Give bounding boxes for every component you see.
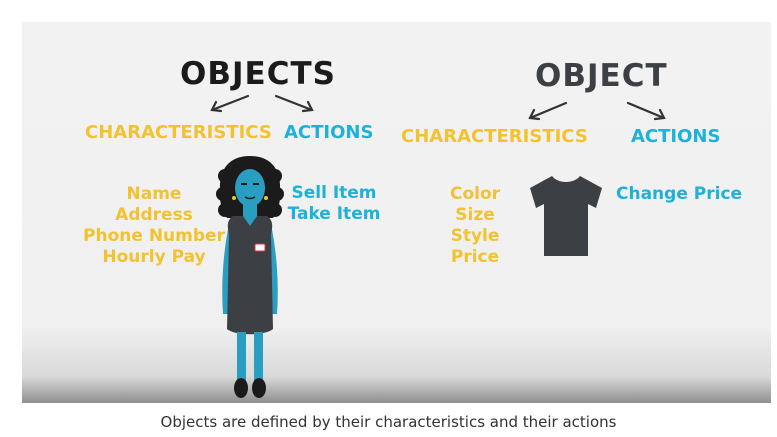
right-characteristics-list: Color Size Style Price [425, 184, 525, 268]
left-actions-list: Sell Item Take Item [284, 183, 384, 225]
arrow-to-actions-icon [274, 94, 314, 112]
list-item: Style [450, 226, 500, 246]
list-item: Change Price [616, 184, 743, 204]
arrow-to-actions-icon [626, 101, 666, 120]
list-item: Phone Number [83, 226, 225, 246]
arrow-to-characteristics-icon [528, 101, 568, 120]
list-item: Name [126, 184, 182, 204]
woman-employee-icon [216, 156, 284, 398]
list-item: Address [115, 205, 193, 225]
right-characteristics-label: CHARACTERISTICS [401, 126, 588, 147]
objects-title: OBJECTS [180, 56, 336, 92]
arrow-to-characteristics-icon [210, 94, 250, 112]
left-characteristics-label: CHARACTERISTICS [85, 122, 272, 143]
list-item: Sell Item [291, 183, 377, 203]
tshirt-icon [530, 176, 602, 256]
object-title: OBJECT [535, 58, 668, 94]
figure-caption: Objects are defined by their characteris… [160, 413, 617, 431]
left-actions-label: ACTIONS [284, 122, 374, 143]
slide-panel: OBJECTS CHARACTERISTICS ACTIONS Name Add… [22, 22, 771, 403]
list-item: Take Item [287, 204, 381, 224]
list-item: Size [455, 205, 495, 225]
list-item: Price [450, 247, 500, 267]
right-actions-label: ACTIONS [631, 126, 721, 147]
right-actions-list: Change Price [616, 184, 743, 205]
list-item: Hourly Pay [102, 247, 206, 267]
list-item: Color [449, 184, 501, 204]
left-characteristics-list: Name Address Phone Number Hourly Pay [74, 184, 234, 268]
